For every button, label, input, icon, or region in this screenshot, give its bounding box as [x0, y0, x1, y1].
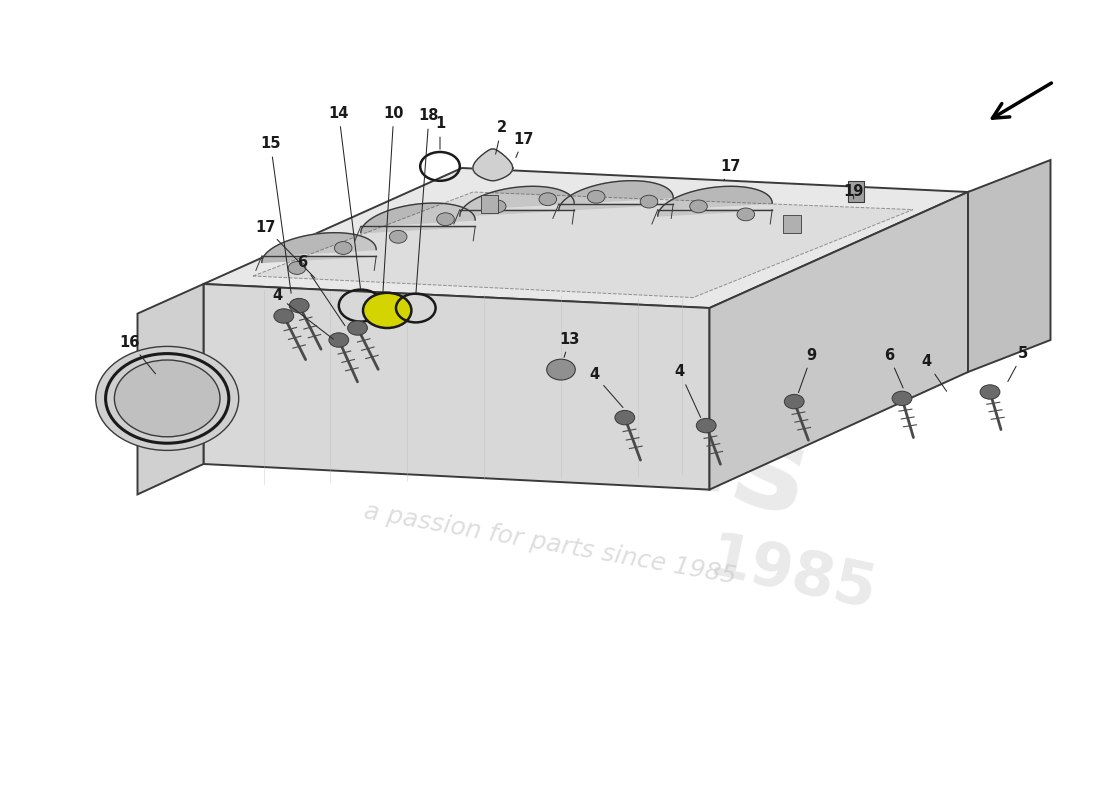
Polygon shape — [968, 160, 1050, 372]
Circle shape — [696, 418, 716, 433]
Circle shape — [96, 346, 239, 450]
Text: 19: 19 — [844, 185, 864, 199]
Text: 16: 16 — [120, 335, 155, 374]
Text: 14: 14 — [329, 106, 361, 289]
Text: 4: 4 — [921, 354, 947, 391]
Text: 13: 13 — [560, 332, 580, 358]
Text: 1985: 1985 — [703, 530, 881, 622]
Polygon shape — [460, 186, 574, 216]
Circle shape — [363, 293, 411, 328]
Polygon shape — [253, 192, 913, 298]
Circle shape — [334, 242, 352, 254]
Bar — [848, 181, 864, 202]
Text: 18: 18 — [416, 109, 439, 293]
Circle shape — [389, 230, 407, 243]
Text: 10: 10 — [383, 106, 404, 292]
Circle shape — [288, 262, 306, 274]
Polygon shape — [204, 284, 710, 490]
Text: eurores: eurores — [279, 291, 821, 541]
Bar — [783, 215, 801, 233]
Text: 5: 5 — [1008, 346, 1028, 382]
Text: 17: 17 — [720, 159, 740, 181]
Circle shape — [615, 410, 635, 425]
Text: 4: 4 — [588, 367, 623, 407]
Polygon shape — [204, 168, 968, 308]
Circle shape — [488, 200, 506, 213]
Polygon shape — [559, 181, 673, 210]
Text: 15: 15 — [261, 137, 292, 294]
Polygon shape — [138, 284, 204, 494]
Polygon shape — [473, 149, 513, 181]
Circle shape — [274, 309, 294, 323]
Text: 4: 4 — [272, 289, 333, 339]
Text: a passion for parts since 1985: a passion for parts since 1985 — [362, 499, 738, 589]
Circle shape — [289, 298, 309, 313]
FancyArrowPatch shape — [992, 83, 1053, 122]
Circle shape — [587, 190, 605, 203]
Polygon shape — [658, 186, 772, 216]
Polygon shape — [710, 192, 968, 490]
Text: 9: 9 — [799, 348, 817, 393]
Circle shape — [539, 193, 557, 206]
Circle shape — [640, 195, 658, 208]
Circle shape — [892, 391, 912, 406]
Bar — [481, 195, 498, 213]
Circle shape — [114, 360, 220, 437]
Circle shape — [737, 208, 755, 221]
Polygon shape — [361, 203, 475, 233]
Text: 6: 6 — [883, 348, 903, 388]
Text: 17: 17 — [514, 132, 534, 158]
Circle shape — [690, 200, 707, 213]
Polygon shape — [262, 233, 376, 262]
Text: 2: 2 — [496, 121, 507, 154]
Circle shape — [348, 321, 367, 335]
Circle shape — [784, 394, 804, 409]
Text: 6: 6 — [297, 255, 345, 326]
Circle shape — [437, 213, 454, 226]
Text: 17: 17 — [255, 220, 315, 278]
Text: 4: 4 — [674, 365, 701, 418]
Circle shape — [329, 333, 349, 347]
Circle shape — [980, 385, 1000, 399]
Circle shape — [547, 359, 575, 380]
Text: 1: 1 — [434, 117, 446, 150]
